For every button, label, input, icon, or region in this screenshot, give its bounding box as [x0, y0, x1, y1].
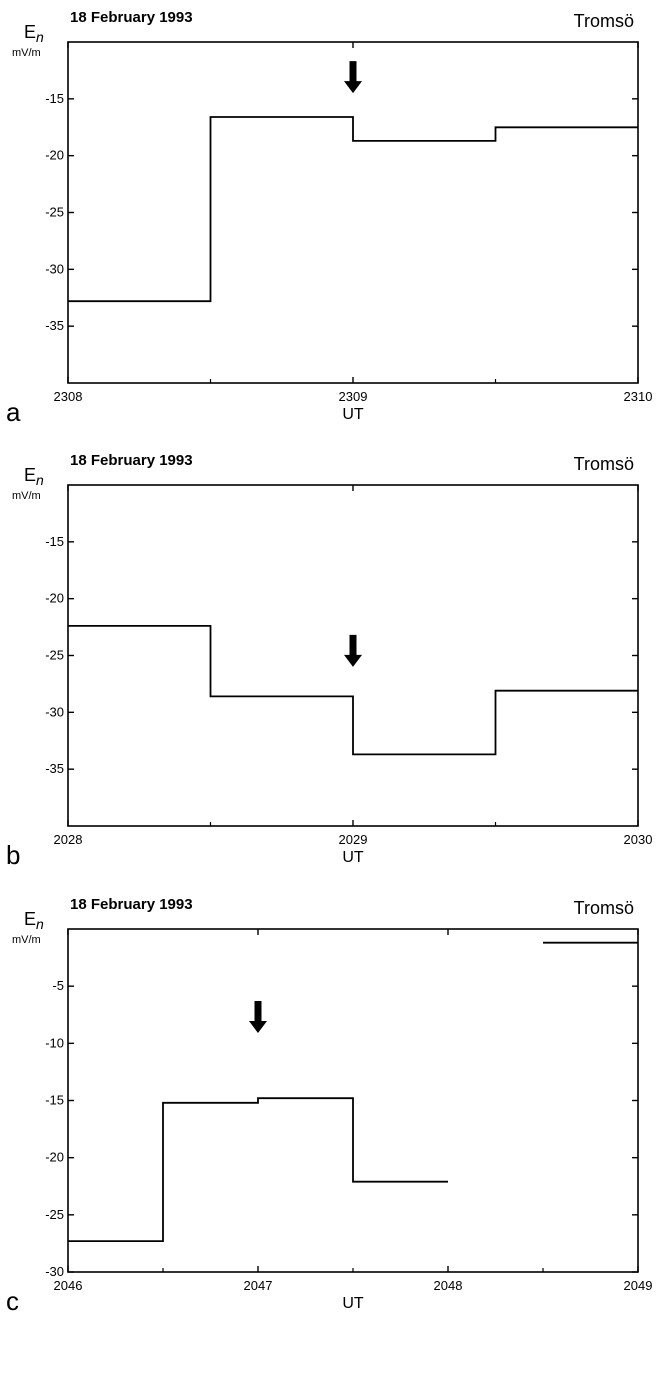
y-tick-label: -25	[45, 205, 64, 220]
y-tick-label: -20	[45, 591, 64, 606]
y-tick-label: -30	[45, 704, 64, 719]
x-tick-label: 2046	[54, 1278, 83, 1293]
date-label: 18 February 1993	[70, 452, 193, 469]
station-label: Tromsö	[574, 11, 634, 31]
y-tick-label: -10	[45, 1035, 64, 1050]
y-axis-unit: mV/m	[12, 47, 41, 59]
y-tick-label: -35	[45, 761, 64, 776]
y-axis-label: En	[24, 465, 44, 488]
chart-panel-c: 2046 2047 2048 2049 -5 -10 -15 -20 -25 -30 18 Febr…	[6, 896, 652, 1316]
x-tick-label: 2308	[54, 389, 83, 404]
x-tick-label: 2028	[54, 832, 83, 847]
x-tick-label: 2029	[339, 832, 368, 847]
y-axis-label-subscript: n	[36, 472, 44, 488]
y-axis-unit: mV/m	[12, 490, 41, 502]
y-axis-unit: mV/m	[12, 934, 41, 946]
y-tick-label: -20	[45, 148, 64, 163]
chart-panel-a: 2308 2309 2310 -15 -20 -25 -30 -35 18 February 1…	[6, 9, 652, 427]
panel-label: c	[6, 1286, 19, 1316]
y-tick-label: -25	[45, 648, 64, 663]
y-tick-label: -15	[45, 534, 64, 549]
panel-label: b	[6, 840, 20, 870]
y-tick-label: -20	[45, 1150, 64, 1165]
date-label: 18 February 1993	[70, 896, 193, 913]
x-axis-label: UT	[342, 849, 364, 866]
y-tick-label: -15	[45, 1093, 64, 1108]
y-axis-label-main: E	[24, 909, 36, 929]
panel-label: a	[6, 397, 21, 427]
y-axis-label-subscript: n	[36, 916, 44, 932]
y-tick-label: -35	[45, 318, 64, 333]
down-arrow-icon	[344, 634, 362, 667]
x-tick-label: 2030	[624, 832, 653, 847]
x-tick-label: 2047	[244, 1278, 273, 1293]
y-tick-label: -30	[45, 1264, 64, 1279]
y-axis-label: En	[24, 909, 44, 932]
data-line-segment-0	[68, 116, 638, 303]
x-tick-label: 2048	[434, 1278, 463, 1293]
x-tick-label: 2310	[624, 389, 653, 404]
x-tick-label: 2309	[339, 389, 368, 404]
down-arrow-icon	[344, 61, 362, 94]
x-tick-label: 2049	[624, 1278, 653, 1293]
y-tick-label: -15	[45, 91, 64, 106]
y-axis-label-main: E	[24, 22, 36, 42]
date-label: 18 February 1993	[70, 9, 193, 26]
y-tick-label: -25	[45, 1207, 64, 1222]
station-label: Tromsö	[574, 454, 634, 474]
y-axis-label-main: E	[24, 465, 36, 485]
y-tick-label: -5	[52, 978, 64, 993]
data-line-segment-0	[68, 625, 638, 756]
down-arrow-icon	[249, 1001, 267, 1034]
data-line-segment-0	[68, 1097, 448, 1242]
y-axis-label-subscript: n	[36, 29, 44, 45]
chart-panel-b: 2028 2029 2030 -15 -20 -25 -30 -35 18 February 1…	[6, 452, 652, 870]
y-tick-label: -30	[45, 261, 64, 276]
station-label: Tromsö	[574, 898, 634, 918]
x-axis-label: UT	[342, 406, 364, 423]
y-axis-label: En	[24, 22, 44, 45]
x-axis-label: UT	[342, 1295, 364, 1312]
